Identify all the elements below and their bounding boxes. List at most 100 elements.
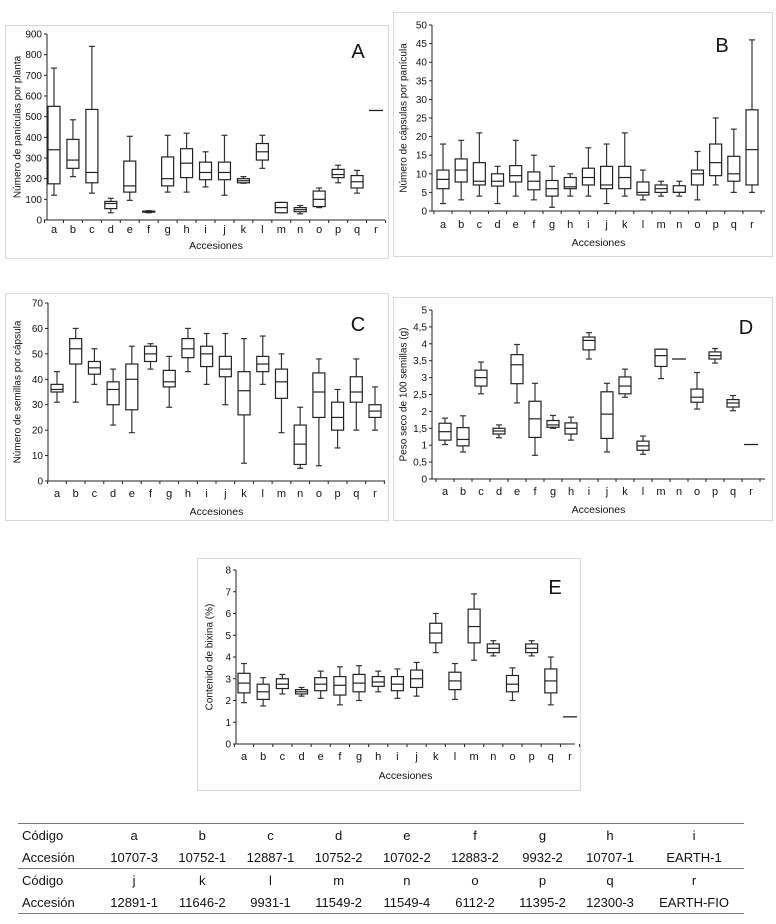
box-c (474, 361, 488, 395)
box-k (236, 176, 251, 184)
box-k (429, 612, 443, 654)
code-cell: g (509, 823, 576, 846)
x-tick-label: b (73, 488, 79, 500)
box-f (143, 343, 158, 370)
iqr-box (237, 371, 251, 416)
x-tick-label: a (241, 751, 248, 763)
y-tick-label: 1,5 (413, 424, 427, 435)
box-o (690, 150, 705, 201)
box-d (490, 165, 505, 205)
x-tick-label: c (280, 751, 286, 763)
box-b (69, 327, 83, 403)
x-tick-label: g (165, 224, 171, 236)
y-tick-label: 10 (32, 451, 44, 462)
x-tick-label: h (375, 751, 381, 763)
accession-cell: 10702-2 (382, 849, 431, 865)
x-tick-label: d (298, 751, 304, 763)
box-m (654, 180, 668, 197)
box-a (436, 143, 450, 205)
code-cell: o (440, 868, 510, 891)
iqr-box (162, 369, 176, 388)
iqr-box (85, 108, 99, 184)
y-tick-label: 8 (225, 566, 231, 577)
y-axis-title: Contenido de bixina (%) (205, 604, 216, 711)
box-b (256, 677, 270, 707)
box-j (599, 143, 614, 205)
x-axis-title: Accesiones (572, 504, 626, 516)
box-n (293, 204, 307, 215)
y-tick-label: 3,5 (413, 356, 427, 367)
y-axis-title: Peso seco de 100 semillas (g) (399, 328, 410, 462)
iqr-box (274, 368, 289, 399)
iqr-box (161, 156, 175, 187)
iqr-box (654, 348, 668, 368)
accession-table: Código a b c d e f g h i Accesión 10707-3 10752-1 128… (18, 823, 744, 914)
box-g (546, 414, 560, 429)
box-l (636, 435, 650, 455)
box-q (727, 128, 741, 193)
box-e (314, 670, 328, 699)
accession-cell: 9931-1 (236, 891, 305, 914)
iqr-box (546, 419, 560, 428)
box-i (582, 332, 596, 360)
box-g (162, 355, 176, 408)
y-axis-title: Número de semillas por cápsula (13, 320, 24, 463)
x-tick-label: h (568, 486, 574, 498)
x-axis-title: Accesiones (572, 237, 626, 249)
x-tick-label: j (414, 751, 417, 763)
x-tick-label: n (676, 486, 682, 498)
x-tick-label: j (223, 488, 226, 500)
iqr-box (47, 105, 61, 185)
box-h (563, 173, 577, 197)
x-tick-label: q (548, 751, 554, 763)
x-tick-label: d (496, 486, 502, 498)
x-tick-label: k (241, 488, 247, 500)
code-cell: e (372, 823, 441, 846)
box-d (106, 368, 120, 426)
y-tick-label: 45 (416, 39, 428, 50)
accession-cell: 11549-4 (372, 891, 441, 914)
box-b (454, 139, 468, 201)
box-d (492, 424, 506, 439)
box-i (390, 668, 405, 699)
chart-panel-e: 0 1 2 3 4 5 6 7 8 a b c d e f g h i j k l m n o p q r Contenido de … (197, 558, 581, 791)
x-tick-label: l (454, 751, 456, 763)
x-tick-label: o (316, 488, 322, 500)
y-tick-label: 25 (416, 114, 428, 125)
x-tick-label: r (373, 488, 377, 500)
box-f (527, 154, 541, 201)
iqr-box (672, 185, 686, 193)
iqr-box (472, 162, 486, 186)
y-tick-label: 5 (421, 188, 427, 199)
x-tick-label: m (277, 224, 286, 236)
iqr-box (581, 167, 596, 186)
y-tick-label: 50 (32, 349, 44, 360)
y-tick-label: 10 (416, 169, 428, 180)
y-tick-label: 4,5 (413, 322, 427, 333)
x-tick-label: e (127, 224, 133, 236)
x-tick-label: f (532, 219, 536, 231)
y-tick-label: 900 (25, 30, 42, 41)
box-g (545, 165, 559, 208)
box-h (181, 327, 195, 373)
accession-cell: 10707-1 (586, 849, 634, 865)
iqr-box (709, 143, 723, 177)
y-tick-label: 3 (421, 373, 427, 384)
iqr-box (123, 160, 137, 193)
x-tick-label: a (54, 488, 61, 500)
x-tick-label: h (185, 488, 191, 500)
x-tick-label: n (297, 224, 303, 236)
box-l (256, 335, 270, 385)
iqr-box (50, 383, 64, 393)
box-h (371, 670, 385, 693)
iqr-box (490, 173, 505, 187)
x-tick-label: g (550, 486, 556, 498)
x-tick-label: b (460, 486, 466, 498)
x-tick-label: e (514, 486, 520, 498)
x-tick-label: b (260, 751, 266, 763)
iqr-box (690, 388, 704, 403)
x-tick-label: m (657, 219, 666, 231)
x-tick-label: g (356, 751, 362, 763)
box-n (293, 406, 307, 469)
box-k (618, 368, 632, 398)
